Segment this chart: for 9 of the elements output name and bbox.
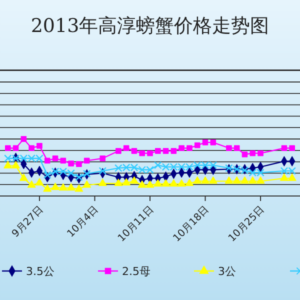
legend-label: 3.5公 xyxy=(26,265,54,278)
x-tick-label: 10月11日 xyxy=(116,204,156,244)
chart-title: 2013年高淳螃蟹价格走势图 xyxy=(30,15,270,37)
x-tick-label: 10月18日 xyxy=(171,204,212,244)
x-tick-label: 10月4日 xyxy=(65,204,101,240)
legend-label: 2.5母 xyxy=(122,265,150,278)
legend-label: 3公 xyxy=(218,265,236,278)
x-tick-label: 10月25日 xyxy=(226,204,267,244)
x-tick-label: 9月27日 xyxy=(10,204,46,240)
